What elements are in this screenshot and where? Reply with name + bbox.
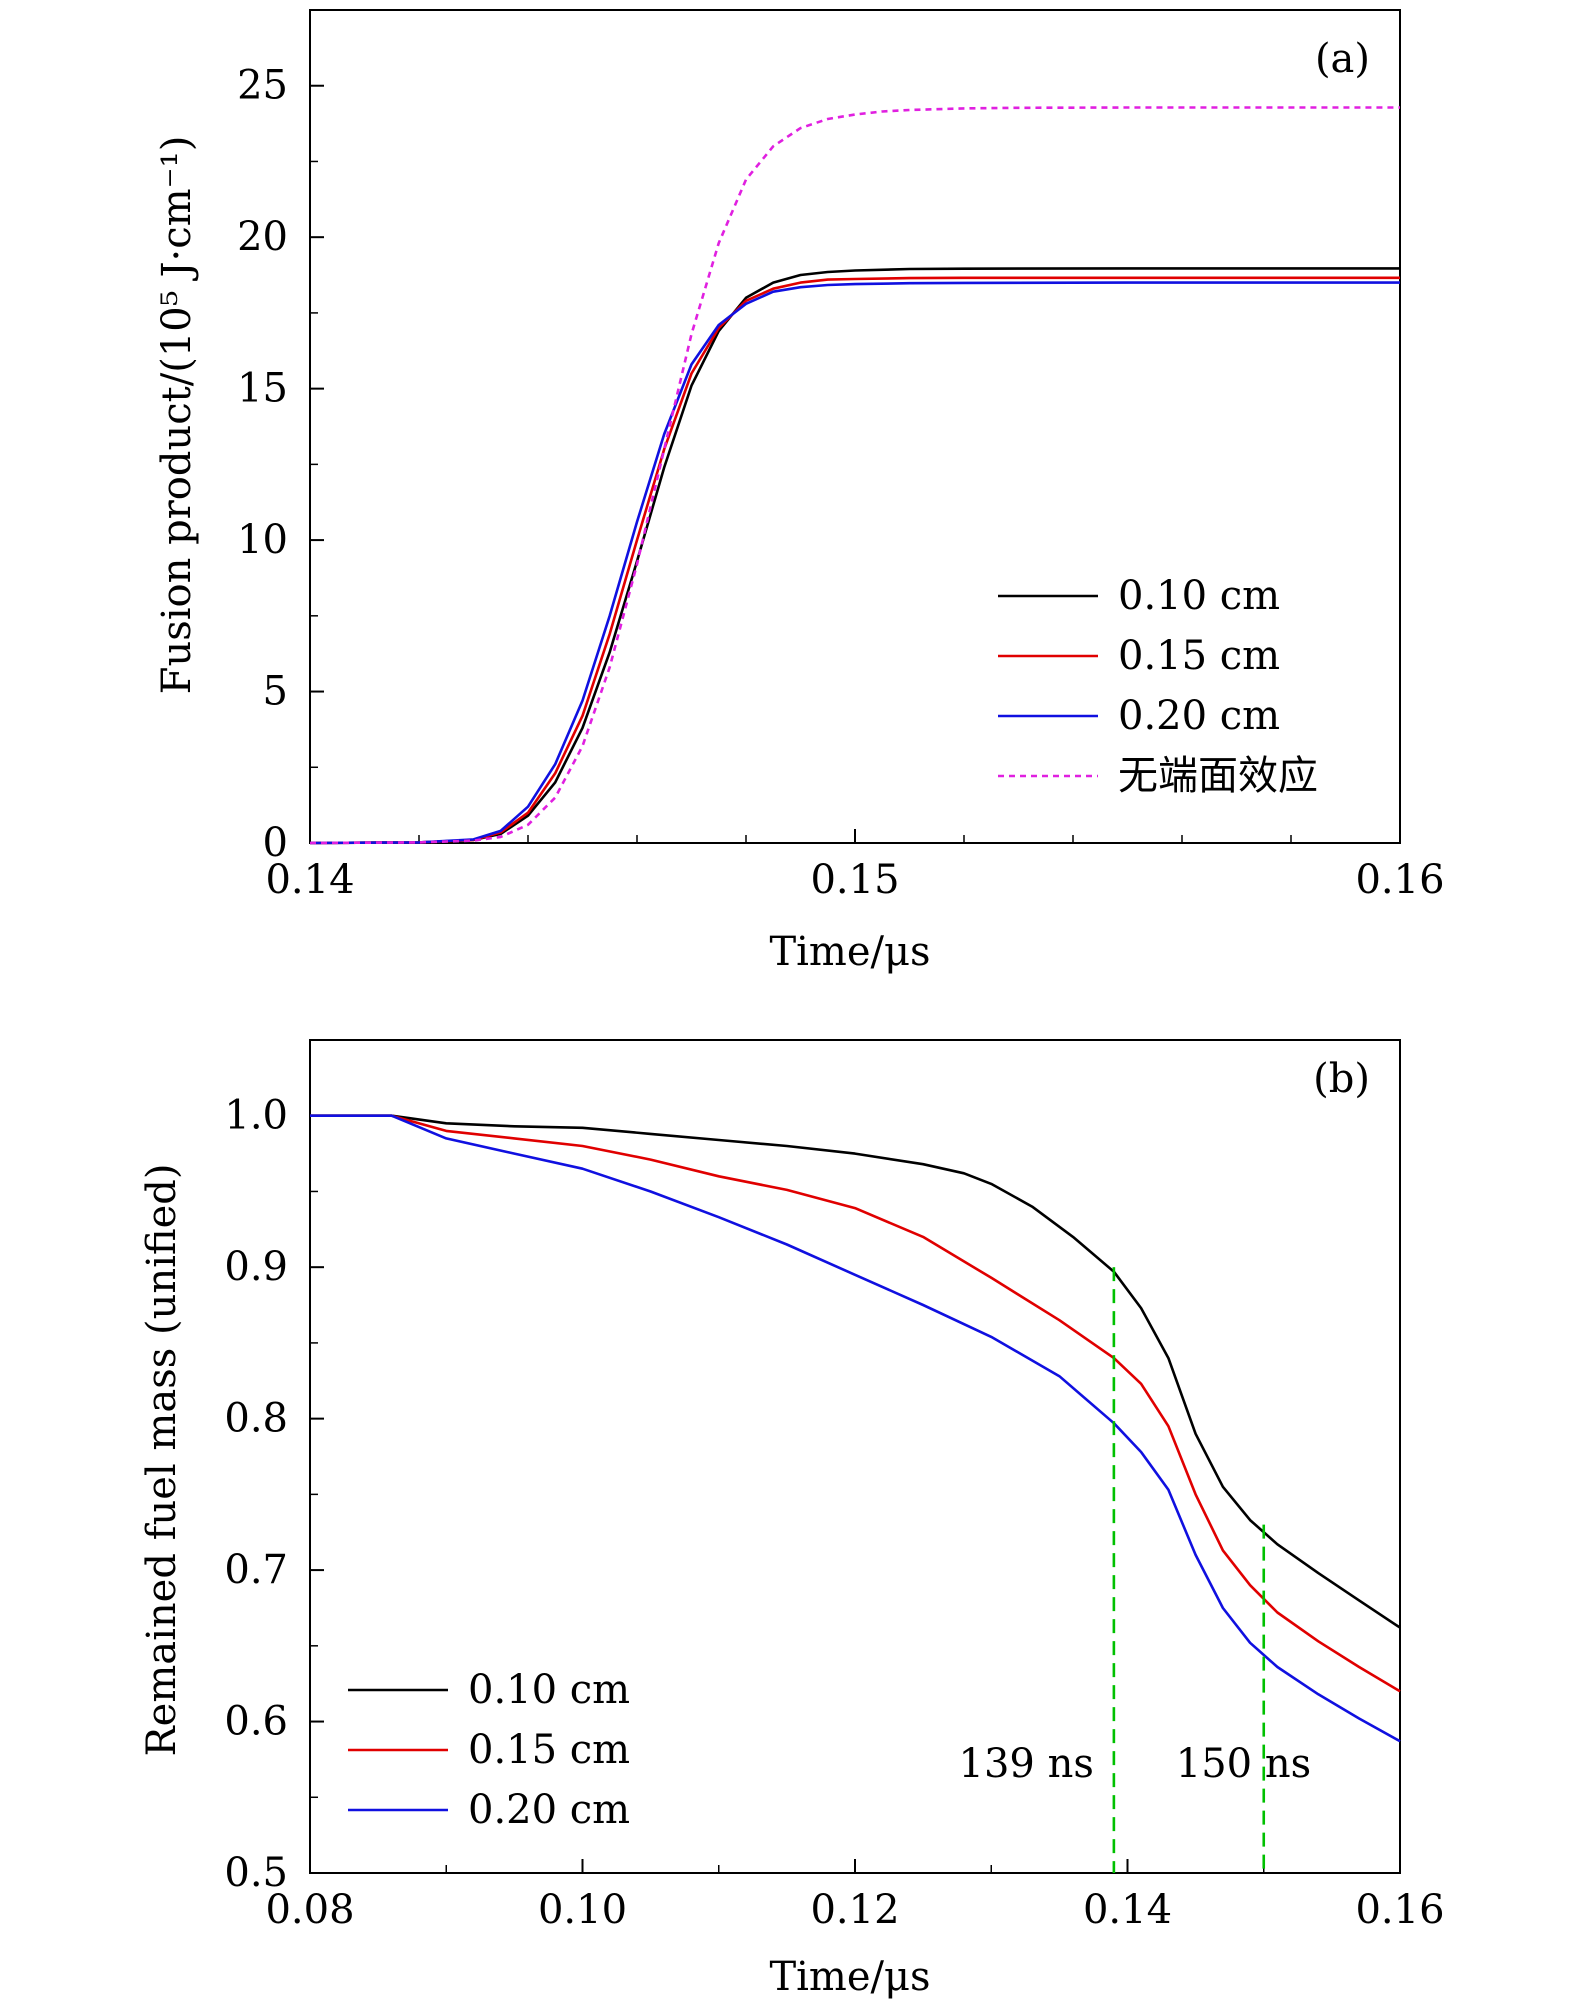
chart-b-x-tick-label: 0.16 [1355, 1887, 1444, 1933]
chart-b-axes: 0.08 0.10 0.12 0.14 0.16 0.5 0.6 0.7 0.8 0.9 1.0 [224, 1039, 1445, 1933]
chart-b-marker-label-2: 150 ns [1176, 1741, 1311, 1787]
chart-b-y-tick-label: 0.5 [224, 1850, 288, 1896]
chart-b-panel-label: (b) [1313, 1056, 1370, 1102]
chart-b-x-tick-label: 0.08 [265, 1887, 354, 1933]
chart-a-y-tick-label: 20 [237, 214, 288, 260]
chart-b-y-tick-label: 1.0 [224, 1093, 288, 1139]
chart-a-legend-label-3: 0.20 cm [1118, 693, 1280, 739]
chart-b-series [310, 1114, 1401, 1743]
chart-a-series-line-2 [309, 276, 1400, 845]
chart-a-legend-label-2: 0.15 cm [1118, 633, 1280, 679]
chart-a-y-tick-label: 0 [263, 820, 288, 866]
chart-b-series-line-1 [310, 1114, 1401, 1629]
chart-b-x-tick-label: 0.10 [538, 1887, 627, 1933]
chart-b-x-tick-label: 0.14 [1083, 1887, 1172, 1933]
chart-a-series-line-4 [309, 106, 1400, 845]
chart-b-y-tick-label: 0.7 [224, 1547, 288, 1593]
chart-b: 0.08 0.10 0.12 0.14 0.16 0.5 0.6 0.7 0.8 0.9 1.0 1… [139, 1039, 1445, 2000]
chart-b-series-line-3 [310, 1114, 1401, 1743]
chart-a-legend: 0.10 cm 0.15 cm 0.20 cm 无端面效应 [998, 573, 1318, 799]
chart-b-y-tick-label: 0.9 [224, 1244, 288, 1290]
chart-b-y-tick-label: 0.6 [224, 1699, 288, 1745]
chart-a-series-line-1 [309, 267, 1400, 845]
chart-b-legend-label-1: 0.10 cm [468, 1667, 630, 1713]
chart-b-y-tick-label: 0.8 [224, 1396, 288, 1442]
chart-a-y-tick-label: 10 [237, 517, 288, 563]
chart-a-series [309, 106, 1400, 845]
chart-a-y-tick-label: 15 [237, 366, 288, 412]
chart-b-marker-label-1: 139 ns [959, 1741, 1094, 1787]
chart-b-legend: 0.10 cm 0.15 cm 0.20 cm [348, 1667, 630, 1833]
chart-a-x-tick-label: 0.14 [265, 857, 354, 903]
chart-a-series-line-3 [309, 281, 1400, 845]
chart-a-y-tick-label: 5 [263, 669, 288, 715]
chart-b-series-line-2 [310, 1114, 1401, 1693]
chart-b-x-tick-label: 0.12 [810, 1887, 899, 1933]
chart-b-legend-label-3: 0.20 cm [468, 1787, 630, 1833]
chart-a-legend-label-1: 0.10 cm [1118, 573, 1280, 619]
chart-a-x-tick-label: 0.16 [1355, 857, 1444, 903]
chart-a-legend-label-4: 无端面效应 [1118, 753, 1318, 799]
chart-a: 0.14 0.15 0.16 0 5 10 15 20 25 (a) Time/μs Fusio… [154, 9, 1445, 975]
chart-b-x-axis-label: Time/μs [769, 1954, 930, 2000]
chart-b-y-axis-label: Remained fuel mass (unified) [139, 1164, 185, 1757]
chart-b-markers: 139 ns 150 ns [959, 1267, 1311, 1873]
chart-b-legend-label-2: 0.15 cm [468, 1727, 630, 1773]
chart-a-axes: 0.14 0.15 0.16 0 5 10 15 20 25 [237, 9, 1445, 903]
chart-a-y-axis-label: Fusion product/(10⁵ J·cm⁻¹) [154, 136, 200, 695]
chart-a-x-tick-label: 0.15 [810, 857, 899, 903]
chart-a-x-axis-label: Time/μs [769, 929, 930, 975]
chart-a-y-tick-label: 25 [237, 63, 288, 109]
chart-a-panel-label: (a) [1315, 36, 1370, 82]
